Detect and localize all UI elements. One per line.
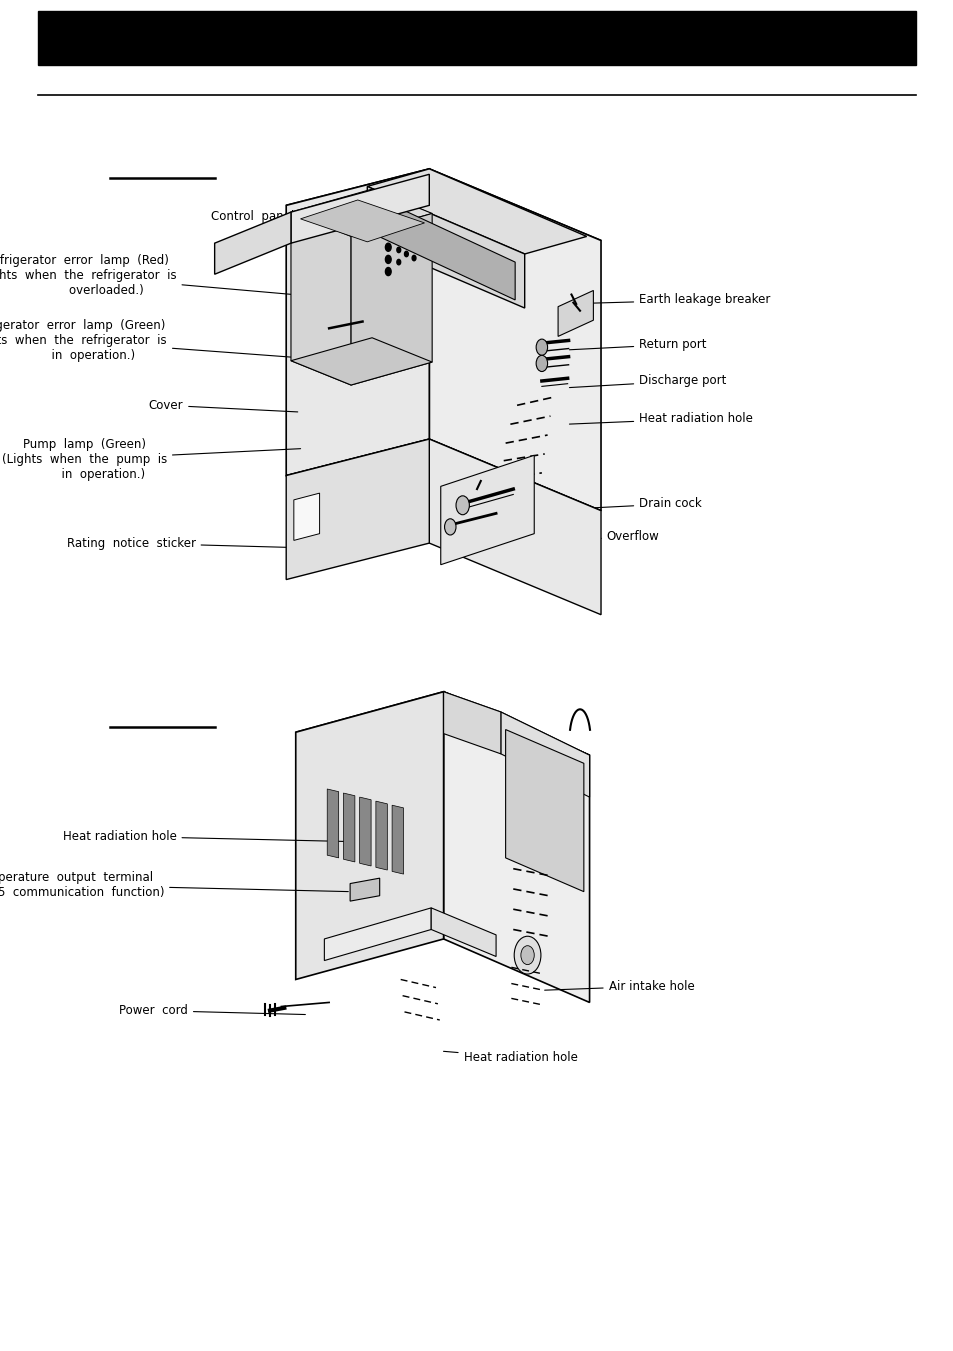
Polygon shape — [429, 169, 600, 511]
Polygon shape — [291, 212, 351, 385]
Text: Heat radiation hole: Heat radiation hole — [63, 830, 352, 843]
Polygon shape — [429, 439, 600, 615]
Polygon shape — [291, 338, 432, 385]
Polygon shape — [367, 169, 586, 254]
Polygon shape — [367, 186, 524, 308]
Polygon shape — [286, 169, 429, 476]
Polygon shape — [351, 213, 432, 385]
Circle shape — [396, 259, 400, 265]
Circle shape — [514, 936, 540, 974]
Polygon shape — [295, 692, 589, 796]
Polygon shape — [291, 174, 429, 243]
Circle shape — [385, 243, 391, 251]
Polygon shape — [359, 797, 371, 866]
Polygon shape — [324, 908, 431, 961]
Text: Refrigerator  error  lamp  (Green)
(Lights  when  the  refrigerator  is
        : Refrigerator error lamp (Green) (Lights … — [0, 319, 336, 362]
Circle shape — [444, 519, 456, 535]
Text: Overflow: Overflow — [548, 530, 659, 543]
Circle shape — [396, 247, 400, 253]
Polygon shape — [300, 200, 424, 242]
Text: Refrigerator  error  lamp  (Red)
(Lights  when  the  refrigerator  is
          : Refrigerator error lamp (Red) (Lights wh… — [0, 254, 352, 300]
Text: Temperature  output  terminal
(RS485  communication  function): Temperature output terminal (RS485 commu… — [0, 871, 348, 898]
Polygon shape — [392, 805, 403, 874]
Text: Cover: Cover — [149, 399, 297, 412]
Polygon shape — [375, 801, 387, 870]
Circle shape — [385, 255, 391, 263]
Circle shape — [520, 946, 534, 965]
Text: Control  panel: Control panel — [211, 209, 416, 250]
Text: Return port: Return port — [569, 338, 706, 351]
Circle shape — [412, 255, 416, 261]
Polygon shape — [286, 439, 600, 547]
Polygon shape — [343, 793, 355, 862]
Polygon shape — [294, 493, 319, 540]
Polygon shape — [443, 692, 589, 755]
Polygon shape — [558, 290, 593, 336]
Text: Rating  notice  sticker: Rating notice sticker — [67, 536, 327, 550]
Polygon shape — [286, 169, 600, 277]
Text: Heat radiation hole: Heat radiation hole — [569, 412, 752, 426]
Bar — [38, 11, 915, 65]
Polygon shape — [214, 212, 291, 274]
Text: Power  cord: Power cord — [119, 1004, 305, 1017]
Text: Heat radiation hole: Heat radiation hole — [443, 1051, 577, 1065]
Circle shape — [536, 339, 547, 355]
Text: Discharge port: Discharge port — [569, 374, 726, 388]
Polygon shape — [286, 439, 429, 580]
Polygon shape — [431, 908, 496, 957]
Polygon shape — [350, 878, 379, 901]
Circle shape — [536, 355, 547, 372]
Polygon shape — [500, 712, 589, 797]
Polygon shape — [505, 730, 583, 892]
Circle shape — [404, 251, 408, 257]
Circle shape — [385, 267, 391, 276]
Polygon shape — [443, 692, 500, 754]
Circle shape — [456, 496, 469, 515]
Polygon shape — [443, 692, 589, 1002]
Polygon shape — [295, 692, 443, 979]
Polygon shape — [291, 189, 432, 236]
Polygon shape — [440, 455, 534, 565]
Text: Pump  lamp  (Green)
(Lights  when  the  pump  is
          in  operation.): Pump lamp (Green) (Lights when the pump … — [2, 438, 300, 481]
Text: Air intake hole: Air intake hole — [544, 979, 694, 993]
Text: Drain cock: Drain cock — [566, 497, 701, 511]
Text: Earth leakage breaker: Earth leakage breaker — [565, 293, 770, 307]
Polygon shape — [381, 200, 515, 300]
Polygon shape — [327, 789, 338, 858]
